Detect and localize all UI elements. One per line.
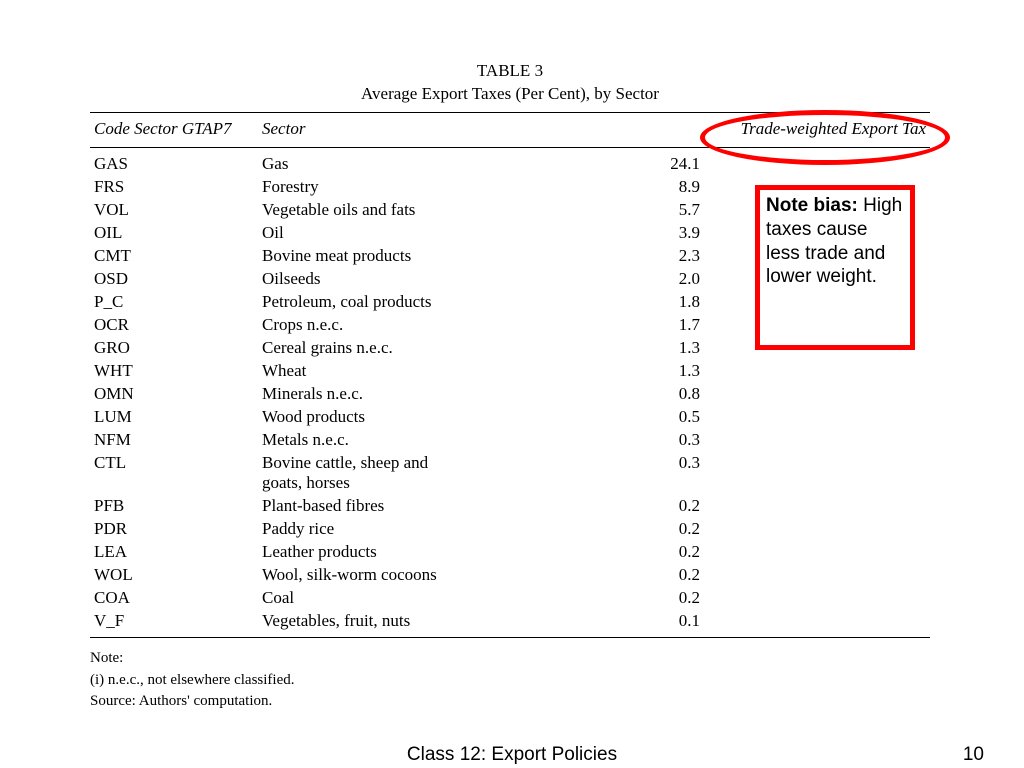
table-row: LEALeather products0.2 — [90, 540, 930, 563]
table-row: COACoal0.2 — [90, 586, 930, 609]
cell-code: CMT — [90, 244, 258, 267]
cell-sector: Leather products — [258, 540, 476, 563]
footer-center-text: Class 12: Export Policies — [0, 744, 1024, 766]
annotation-note-box: Note bias: High taxes cause less trade a… — [755, 185, 915, 350]
cell-value: 0.2 — [476, 517, 930, 540]
annotation-note-head: Note bias: — [766, 195, 858, 216]
table-number: TABLE 3 — [90, 60, 930, 83]
note-label: Note: — [90, 648, 930, 670]
cell-value: 0.5 — [476, 405, 930, 428]
cell-value: 0.2 — [476, 540, 930, 563]
table-row: PFBPlant-based fibres0.2 — [90, 494, 930, 517]
footer-page-number: 10 — [963, 744, 984, 766]
cell-sector: Wheat — [258, 359, 476, 382]
cell-sector: Petroleum, coal products — [258, 290, 476, 313]
cell-value: 0.3 — [476, 428, 930, 451]
cell-code: P_C — [90, 290, 258, 313]
cell-code: PDR — [90, 517, 258, 540]
cell-sector: Forestry — [258, 175, 476, 198]
cell-sector: Metals n.e.c. — [258, 428, 476, 451]
cell-code: NFM — [90, 428, 258, 451]
cell-sector: Paddy rice — [258, 517, 476, 540]
table-notes: Note: (i) n.e.c., not elsewhere classifi… — [90, 648, 930, 713]
table-caption: TABLE 3 Average Export Taxes (Per Cent),… — [90, 60, 930, 106]
cell-sector: Minerals n.e.c. — [258, 382, 476, 405]
table-row: NFMMetals n.e.c.0.3 — [90, 428, 930, 451]
cell-sector: Plant-based fibres — [258, 494, 476, 517]
table-row: LUMWood products0.5 — [90, 405, 930, 428]
table-row: WHTWheat1.3 — [90, 359, 930, 382]
cell-code: LUM — [90, 405, 258, 428]
table-row: CTLBovine cattle, sheep and goats, horse… — [90, 451, 930, 494]
table-row: V_FVegetables, fruit, nuts0.1 — [90, 609, 930, 637]
cell-sector: Bovine cattle, sheep and goats, horses — [258, 451, 476, 494]
cell-code: LEA — [90, 540, 258, 563]
cell-code: GRO — [90, 336, 258, 359]
cell-sector: Wood products — [258, 405, 476, 428]
cell-sector: Oil — [258, 221, 476, 244]
table-row: PDRPaddy rice0.2 — [90, 517, 930, 540]
cell-value: 0.1 — [476, 609, 930, 637]
table-row: OMNMinerals n.e.c.0.8 — [90, 382, 930, 405]
col-header-code: Code Sector GTAP7 — [90, 112, 258, 147]
source-line: Source: Authors' computation. — [90, 691, 930, 713]
cell-code: VOL — [90, 198, 258, 221]
table-row: WOLWool, silk-worm cocoons0.2 — [90, 563, 930, 586]
cell-code: GAS — [90, 147, 258, 175]
cell-value: 0.2 — [476, 586, 930, 609]
annotation-ellipse — [700, 110, 950, 165]
cell-sector: Coal — [258, 586, 476, 609]
cell-value: 0.2 — [476, 494, 930, 517]
col-header-sector: Sector — [258, 112, 476, 147]
cell-code: FRS — [90, 175, 258, 198]
cell-code: PFB — [90, 494, 258, 517]
cell-code: OMN — [90, 382, 258, 405]
slide: TABLE 3 Average Export Taxes (Per Cent),… — [0, 0, 1024, 768]
cell-code: OIL — [90, 221, 258, 244]
cell-sector: Cereal grains n.e.c. — [258, 336, 476, 359]
cell-sector: Oilseeds — [258, 267, 476, 290]
cell-value: 0.8 — [476, 382, 930, 405]
cell-code: OCR — [90, 313, 258, 336]
cell-value: 1.3 — [476, 359, 930, 382]
note-line: (i) n.e.c., not elsewhere classified. — [90, 670, 930, 692]
cell-sector: Vegetable oils and fats — [258, 198, 476, 221]
cell-sector: Vegetables, fruit, nuts — [258, 609, 476, 637]
cell-sector: Wool, silk-worm cocoons — [258, 563, 476, 586]
cell-code: COA — [90, 586, 258, 609]
cell-code: V_F — [90, 609, 258, 637]
cell-value: 0.3 — [476, 451, 930, 494]
table-title: Average Export Taxes (Per Cent), by Sect… — [90, 83, 930, 106]
cell-code: WOL — [90, 563, 258, 586]
cell-code: WHT — [90, 359, 258, 382]
cell-sector: Bovine meat products — [258, 244, 476, 267]
cell-code: CTL — [90, 451, 258, 494]
cell-sector: Gas — [258, 147, 476, 175]
cell-code: OSD — [90, 267, 258, 290]
cell-value: 0.2 — [476, 563, 930, 586]
cell-sector: Crops n.e.c. — [258, 313, 476, 336]
